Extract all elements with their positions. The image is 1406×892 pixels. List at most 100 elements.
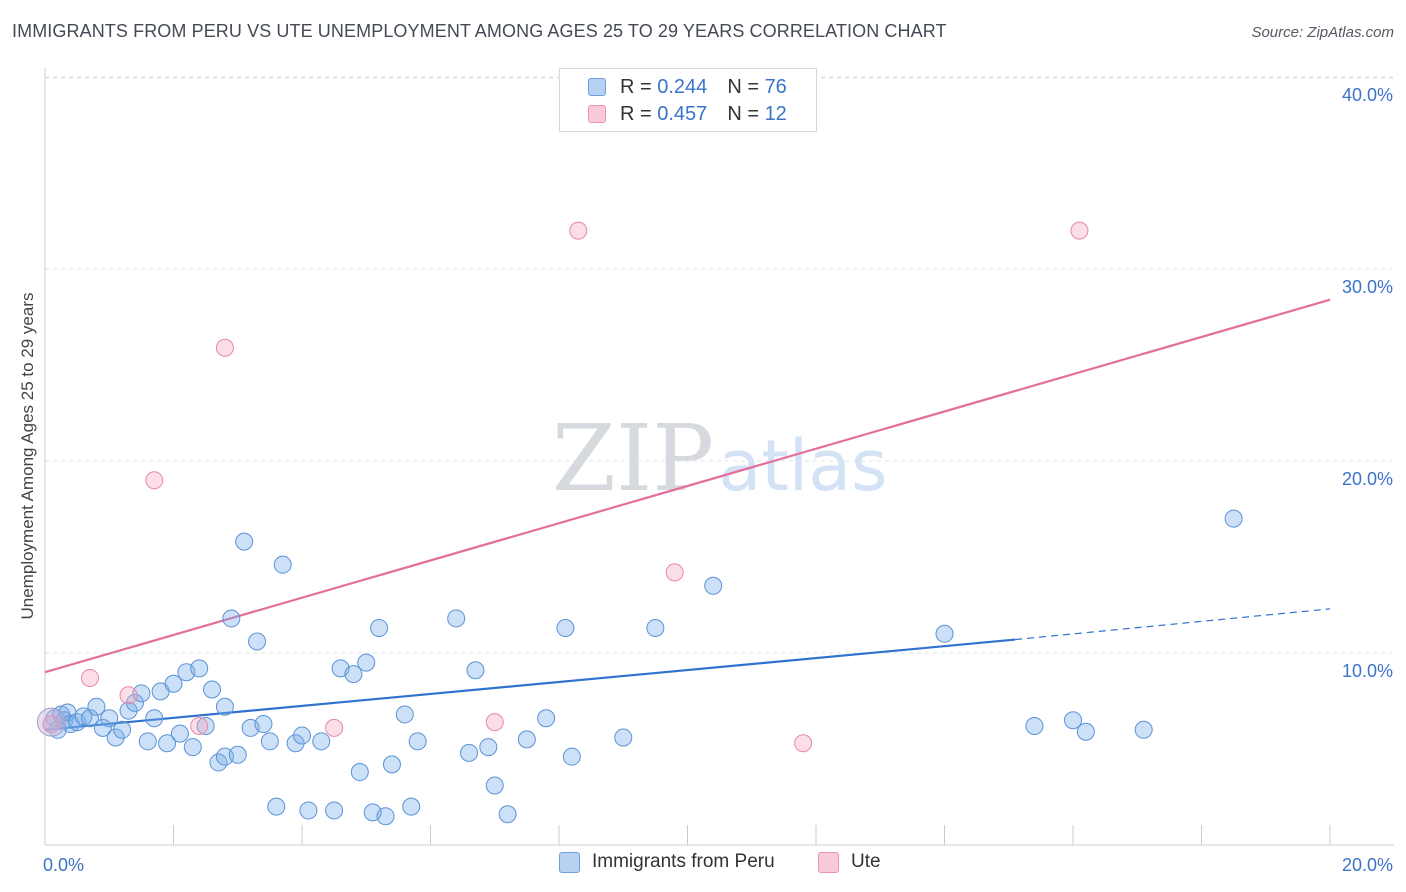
ute-point xyxy=(794,734,813,753)
peru-point xyxy=(286,734,305,753)
data-points xyxy=(36,221,1243,826)
ute-point xyxy=(190,716,209,735)
peru-point xyxy=(1134,720,1153,739)
series-name-peru: Immigrants from Peru xyxy=(592,851,775,872)
peru-point xyxy=(1064,711,1082,730)
legend-n-label: N = xyxy=(727,102,759,125)
peru-point xyxy=(145,709,164,728)
legend-swatch-peru xyxy=(588,78,606,96)
peru-point xyxy=(158,734,177,753)
series-swatch-ute xyxy=(818,851,839,873)
y-tick-label: 20.0% xyxy=(1342,469,1393,489)
peru-point xyxy=(215,697,234,716)
series-legend-ute: Ute xyxy=(818,851,881,873)
peru-point xyxy=(466,661,485,680)
series-name-ute: Ute xyxy=(851,851,881,872)
ute-point xyxy=(665,563,684,582)
peru-point xyxy=(376,807,395,826)
peru-point xyxy=(235,532,254,551)
peru-point xyxy=(248,632,267,651)
peru-point xyxy=(74,707,93,726)
ute-point xyxy=(215,338,234,357)
y-tick-label: 10.0% xyxy=(1342,661,1393,681)
peru-point xyxy=(395,705,414,724)
y-axis-label: Unemployment Among Ages 25 to 29 years xyxy=(18,292,37,620)
ute-point xyxy=(42,715,61,734)
y-tick-label: 30.0% xyxy=(1342,277,1393,297)
legend-r-value: 0.244 xyxy=(657,75,708,98)
peru-point xyxy=(138,732,157,751)
peru-point xyxy=(80,709,99,728)
trend-lines xyxy=(44,298,1331,731)
series-swatch-peru xyxy=(559,851,580,873)
source-credit: Source: ZipAtlas.com xyxy=(1251,24,1394,41)
peru-point xyxy=(325,801,344,820)
peru-point xyxy=(299,801,318,820)
legend-r-label: R = xyxy=(620,102,652,125)
cluster-point xyxy=(36,707,66,737)
peru-point xyxy=(100,709,119,728)
correlation-legend: R = 0.244 N = 76 R = 0.457 N = 12 xyxy=(559,68,817,132)
x-tick-label: 20.0% xyxy=(1342,855,1393,875)
legend-n-value: 76 xyxy=(764,75,787,98)
peru-point xyxy=(562,747,581,766)
peru-point xyxy=(382,755,401,774)
peru-point xyxy=(254,715,273,734)
peru-point xyxy=(106,728,125,747)
peru-point xyxy=(485,776,504,795)
peru-point xyxy=(312,732,331,751)
legend-row-ute: R = 0.457 N = 12 xyxy=(560,101,787,127)
legend-n-label: N = xyxy=(727,75,759,98)
watermark: ZIP atlas xyxy=(552,405,888,512)
y-tick-label: 40.0% xyxy=(1342,85,1393,105)
ute-point xyxy=(569,221,588,240)
peru-point xyxy=(1076,722,1095,741)
ute-point xyxy=(80,668,99,687)
legend-r-label: R = xyxy=(620,75,652,98)
peru-point xyxy=(402,797,421,816)
chart-title: IMMIGRANTS FROM PERU VS UTE UNEMPLOYMENT… xyxy=(12,21,947,41)
peru-point xyxy=(196,716,215,735)
peru-point xyxy=(164,674,183,693)
peru-point xyxy=(125,693,144,712)
legend-n-value: 12 xyxy=(764,102,787,125)
peru-point xyxy=(293,726,311,745)
peru-point xyxy=(222,609,241,628)
peru-point xyxy=(93,718,112,737)
ute-point xyxy=(325,718,344,737)
peru-point xyxy=(614,728,633,747)
peru-point xyxy=(260,732,279,751)
peru-point xyxy=(646,619,665,638)
peru-point xyxy=(447,609,466,628)
peru-point xyxy=(183,738,202,757)
peru-point xyxy=(190,659,209,678)
peru-point xyxy=(556,619,575,638)
peru-point xyxy=(267,797,286,816)
legend-swatch-ute xyxy=(588,105,606,123)
peru-trend-line xyxy=(44,638,1016,731)
peru-point xyxy=(704,576,723,595)
peru-point xyxy=(87,697,106,716)
tick-labels: 10.0% 20.0% 30.0% 40.0% 0.0% 20.0% xyxy=(43,85,1393,875)
peru-point xyxy=(228,745,247,764)
ute-point xyxy=(1070,221,1089,240)
ute-point xyxy=(485,713,504,732)
peru-point xyxy=(344,665,363,684)
watermark-zip: ZIP xyxy=(552,405,714,512)
peru-point xyxy=(479,738,498,757)
peru-point xyxy=(119,701,138,720)
peru-trend-extension xyxy=(1015,608,1331,641)
grid-lines xyxy=(45,76,1394,654)
peru-point xyxy=(408,732,427,751)
x-tick-label: 0.0% xyxy=(43,855,84,875)
peru-point xyxy=(357,653,376,672)
peru-point xyxy=(537,709,556,728)
peru-point xyxy=(370,619,389,638)
axes xyxy=(44,68,1394,846)
peru-point xyxy=(1025,716,1044,735)
ute-point xyxy=(119,686,138,705)
peru-point xyxy=(350,763,369,782)
peru-point xyxy=(203,680,222,699)
series-legend-peru: Immigrants from Peru xyxy=(559,851,775,873)
